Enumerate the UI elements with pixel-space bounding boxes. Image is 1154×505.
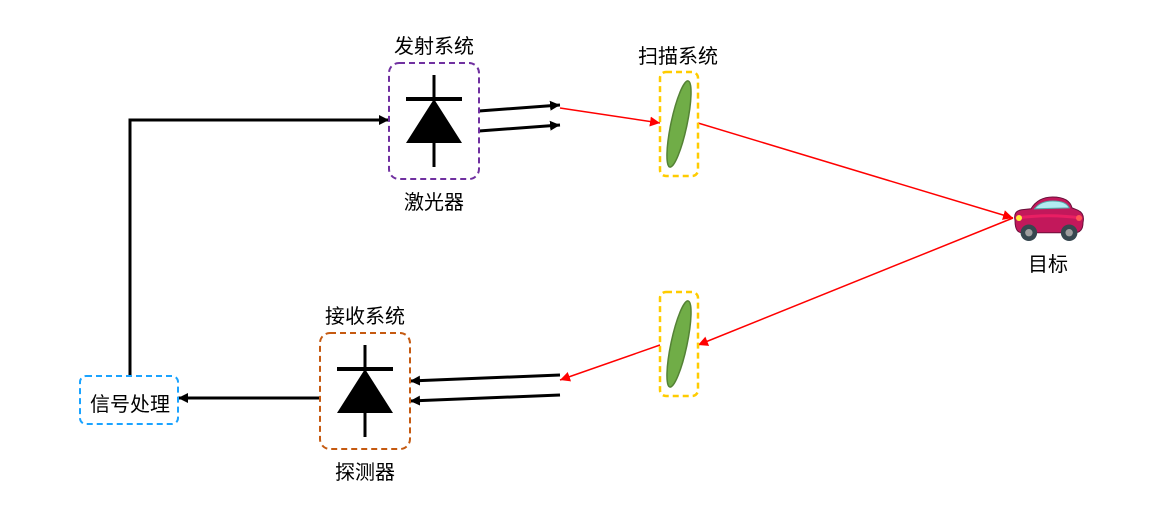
target-car-icon — [1015, 197, 1084, 241]
emit-arrow — [479, 125, 560, 131]
beam-line — [698, 123, 1013, 218]
target-label: 目标 — [1028, 248, 1068, 277]
signal-processing-label: 信号处理 — [90, 388, 170, 417]
beam-line — [560, 345, 660, 380]
beam-line — [698, 218, 1013, 345]
beam-line — [560, 108, 660, 123]
emit-arrow — [479, 105, 560, 111]
emission-system-caption: 激光器 — [404, 186, 464, 215]
scan-lens-icon — [662, 79, 696, 168]
scan-system-title: 扫描系统 — [638, 40, 718, 69]
receive-system-caption: 探测器 — [335, 456, 395, 485]
receive-arrow — [410, 375, 560, 381]
receive-system-title: 接收系统 — [325, 300, 405, 329]
emission-system-title: 发射系统 — [394, 30, 474, 59]
control-arrow — [130, 120, 389, 376]
receive-arrow — [410, 395, 560, 401]
scan-lens-icon — [662, 299, 696, 388]
